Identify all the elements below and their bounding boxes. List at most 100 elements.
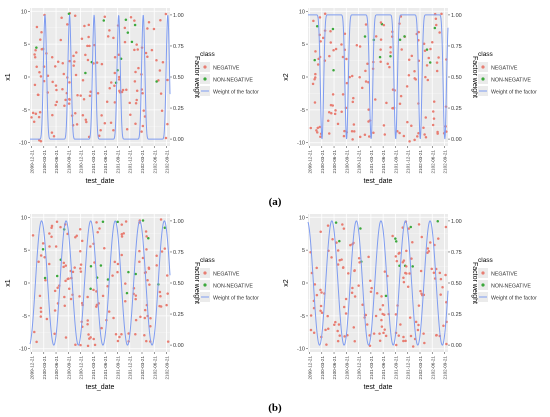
point-negative bbox=[326, 314, 329, 318]
point-negative bbox=[112, 36, 115, 40]
point-negative bbox=[436, 132, 439, 135]
point-negative bbox=[402, 335, 405, 339]
point-negative bbox=[135, 98, 138, 102]
y2-tick-label: 0.75 bbox=[451, 44, 462, 50]
point-non-negative bbox=[409, 225, 413, 229]
point-non-negative bbox=[331, 27, 335, 31]
legend-label: NON-NEGATIVE bbox=[491, 78, 531, 84]
point-negative bbox=[317, 57, 320, 61]
point-negative bbox=[367, 108, 370, 111]
point-negative bbox=[435, 334, 438, 337]
x-tick-label: 2100-03-21 bbox=[320, 150, 325, 174]
chart-a1: 2099-12-21 2100-03-21 2100-06-21 2100-09-21… bbox=[5, 8, 259, 185]
point-negative bbox=[72, 54, 75, 58]
point-negative bbox=[338, 258, 341, 262]
point-non-negative bbox=[41, 248, 45, 251]
point-negative bbox=[331, 93, 335, 96]
chart-a2: 2099-12-21 2100-03-21 2100-06-21 2100-09-21… bbox=[283, 8, 537, 185]
x-tick-label: 2102-03-21 bbox=[140, 356, 145, 380]
point-negative bbox=[79, 267, 82, 270]
point-non-negative bbox=[141, 219, 145, 222]
point-negative bbox=[161, 60, 165, 64]
point-negative bbox=[79, 270, 83, 273]
point-non-negative bbox=[389, 55, 392, 58]
x-tick-label: 2101-03-21 bbox=[91, 356, 96, 380]
point-negative bbox=[349, 243, 352, 247]
point-negative bbox=[80, 37, 84, 40]
point-negative bbox=[155, 58, 158, 62]
point-negative bbox=[136, 48, 139, 51]
point-negative bbox=[400, 48, 403, 51]
point-negative bbox=[158, 69, 162, 72]
point-negative bbox=[33, 83, 37, 87]
point-negative bbox=[106, 35, 110, 38]
point-negative bbox=[38, 71, 41, 74]
point-negative bbox=[318, 125, 322, 129]
point-negative bbox=[424, 136, 428, 139]
point-negative bbox=[31, 111, 35, 115]
point-negative bbox=[72, 64, 75, 67]
point-negative bbox=[372, 131, 375, 135]
point-negative bbox=[417, 323, 420, 327]
point-negative bbox=[333, 112, 337, 116]
point-negative bbox=[353, 130, 356, 133]
point-negative bbox=[134, 70, 137, 74]
point-negative bbox=[74, 112, 77, 115]
point-negative bbox=[50, 226, 53, 230]
point-negative bbox=[56, 286, 59, 289]
point-non-negative bbox=[313, 58, 316, 62]
point-negative bbox=[100, 326, 103, 330]
point-negative bbox=[86, 44, 89, 48]
point-negative bbox=[163, 247, 167, 250]
point-negative bbox=[378, 308, 382, 311]
point-negative bbox=[69, 297, 73, 301]
point-negative bbox=[52, 134, 56, 138]
point-negative bbox=[123, 26, 127, 30]
point-negative bbox=[128, 101, 131, 105]
y2-tick-label: 0.75 bbox=[173, 250, 184, 256]
legend-label: NEGATIVE bbox=[213, 272, 240, 278]
point-negative bbox=[395, 259, 399, 263]
point-negative bbox=[89, 336, 92, 339]
x-tick-label: 2101-09-21 bbox=[393, 356, 398, 380]
point-negative bbox=[60, 16, 63, 20]
x-tick-label: 2100-12-21 bbox=[357, 356, 362, 380]
point-negative bbox=[86, 58, 90, 62]
point-negative bbox=[141, 91, 144, 95]
y-tick-label: 0 bbox=[24, 281, 27, 287]
x-tick-label: 2101-09-21 bbox=[115, 356, 120, 380]
point-negative bbox=[84, 53, 87, 57]
point-negative bbox=[78, 295, 81, 298]
point-negative bbox=[395, 343, 398, 347]
point-negative bbox=[146, 27, 149, 30]
point-negative bbox=[120, 232, 124, 236]
point-negative bbox=[37, 260, 40, 263]
point-negative bbox=[146, 278, 149, 282]
point-negative bbox=[44, 279, 47, 282]
point-negative bbox=[410, 54, 414, 58]
legend-title: class bbox=[200, 51, 216, 58]
y2-tick-label: 0.00 bbox=[451, 343, 462, 349]
point-negative bbox=[327, 111, 331, 114]
point-negative bbox=[440, 12, 443, 16]
point-negative bbox=[159, 218, 163, 221]
point-non-negative bbox=[130, 40, 134, 44]
point-negative bbox=[79, 343, 82, 347]
x-tick-label: 2100-12-21 bbox=[79, 356, 84, 380]
point-negative bbox=[74, 343, 77, 346]
point-negative bbox=[61, 61, 64, 65]
x-tick-label: 2101-03-21 bbox=[369, 150, 374, 174]
point-non-negative bbox=[398, 38, 402, 42]
x-tick-label: 2100-03-21 bbox=[42, 150, 47, 174]
point-negative bbox=[406, 120, 409, 124]
point-negative bbox=[117, 78, 121, 81]
point-negative bbox=[406, 285, 410, 289]
legend-key-point bbox=[481, 271, 485, 275]
point-negative bbox=[53, 309, 57, 312]
point-non-negative bbox=[67, 12, 71, 16]
point-negative bbox=[420, 235, 424, 239]
x-tick-label: 2102-06-21 bbox=[430, 356, 435, 380]
point-negative bbox=[129, 15, 133, 19]
legend-key-point bbox=[203, 77, 207, 81]
